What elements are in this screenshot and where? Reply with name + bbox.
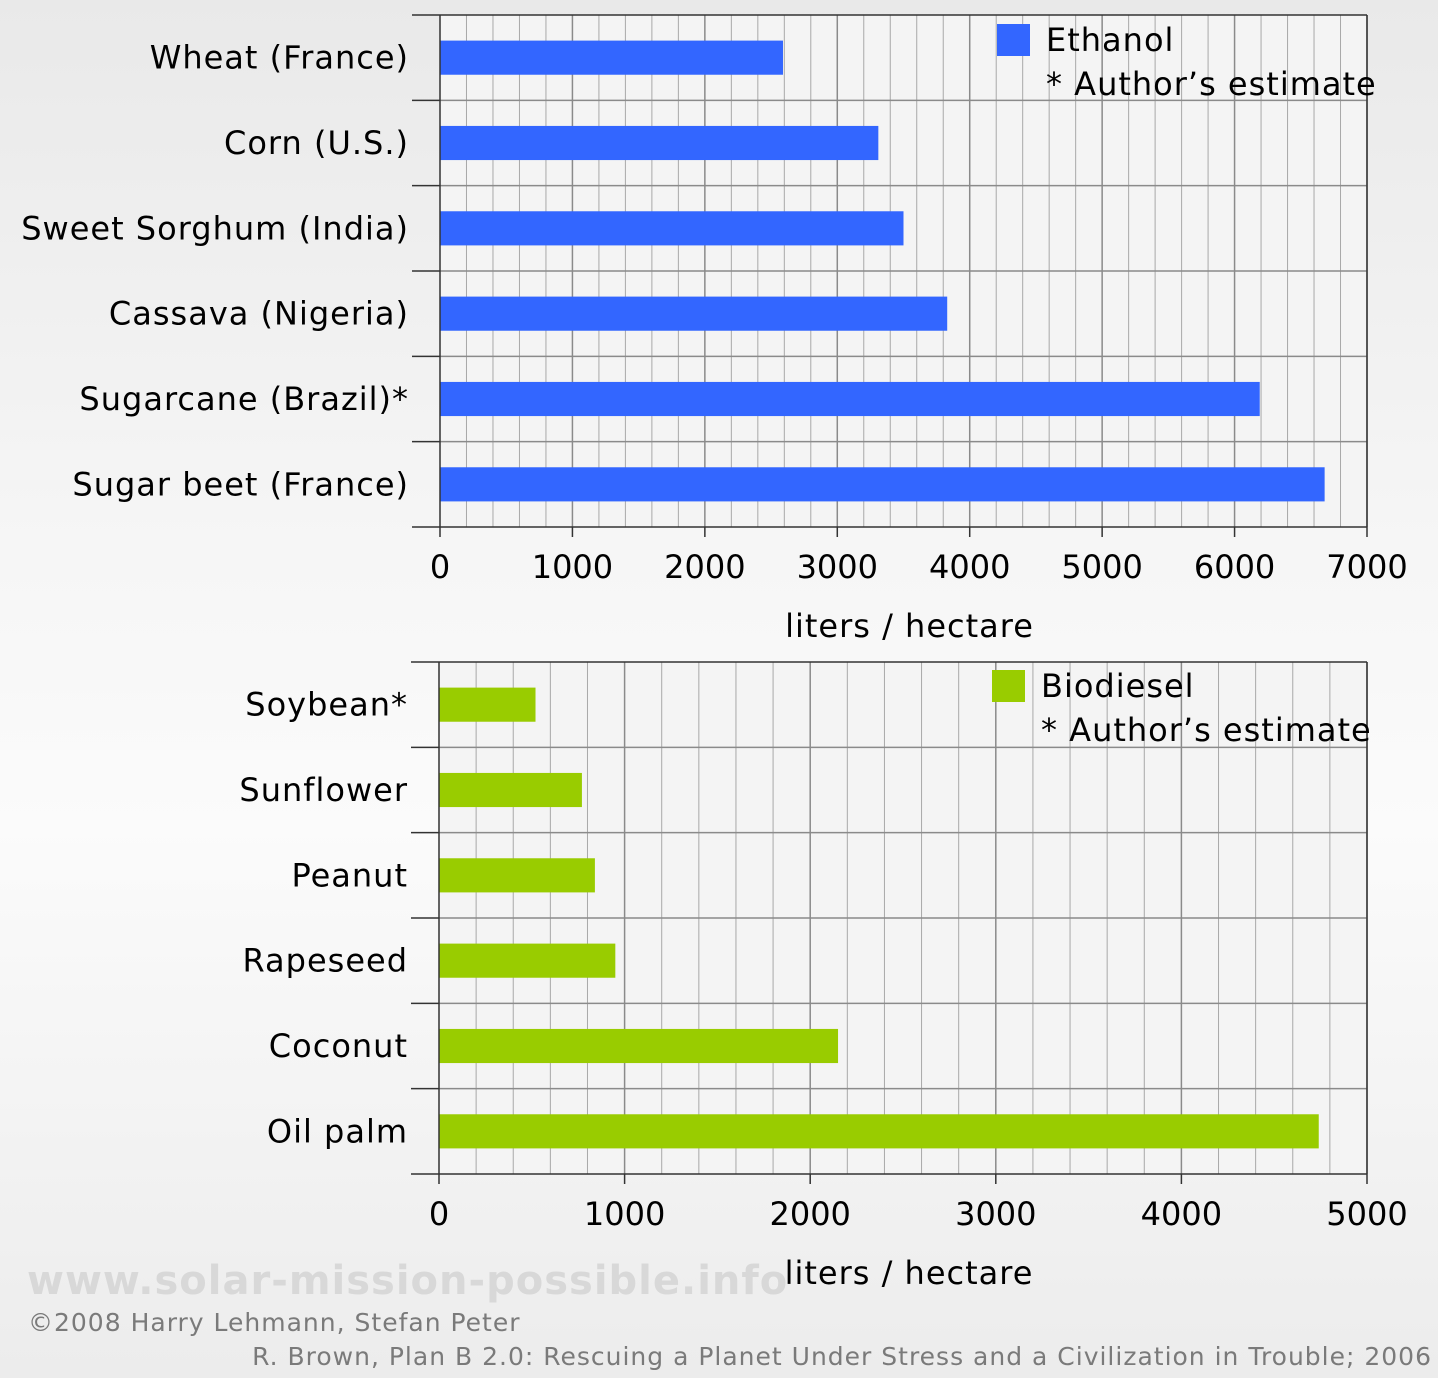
x-tick-label: 1000 <box>532 548 613 586</box>
bar-rapeseed <box>439 943 616 978</box>
bar-peanut <box>439 858 595 893</box>
x-axis-title: liters / hectare <box>785 1254 1034 1292</box>
bar-oil-palm <box>439 1114 1319 1149</box>
x-tick-label: 0 <box>429 1195 449 1233</box>
x-tick-label: 3000 <box>955 1195 1036 1233</box>
x-tick-label: 0 <box>430 548 450 586</box>
category-label: Corn (U.S.) <box>224 124 409 162</box>
bar-sunflower <box>439 772 582 808</box>
bar-coconut <box>439 1028 839 1064</box>
x-tick-label: 4000 <box>929 548 1010 586</box>
category-label: Coconut <box>269 1027 408 1065</box>
category-label: Sugar beet (France) <box>72 465 409 503</box>
x-axis-title: liters / hectare <box>785 607 1034 645</box>
bar-wheat-france <box>440 40 783 75</box>
legend-series-name: Ethanol <box>1046 21 1174 59</box>
legend-series-name: Biodiesel <box>1041 667 1195 705</box>
legend-swatch <box>997 24 1030 56</box>
bar-cassava-nigeria <box>440 296 948 331</box>
category-label: Sunflower <box>239 771 408 809</box>
category-label: Peanut <box>291 856 408 894</box>
x-tick-label: 2000 <box>664 548 745 586</box>
category-label: Sweet Sorghum (India) <box>21 209 409 247</box>
bar-sugar-beet-france <box>440 467 1325 502</box>
bar-corn-u-s <box>440 125 879 161</box>
bar-sweet-sorghum-india <box>440 211 904 246</box>
x-tick-label: 3000 <box>797 548 878 586</box>
x-tick-label: 2000 <box>769 1195 850 1233</box>
x-tick-label: 5000 <box>1061 548 1142 586</box>
bar-sugarcane-brazil <box>440 381 1260 417</box>
x-tick-label: 1000 <box>584 1195 665 1233</box>
category-label: Oil palm <box>267 1112 408 1150</box>
biodiesel-chart: Soybean* Sunflower Peanut Rapeseed Coconut Oi… <box>239 661 1408 1292</box>
x-tick-label: 5000 <box>1326 1195 1407 1233</box>
ethanol-chart: Wheat (France) Corn (U.S.) Sweet Sorghum (… <box>21 14 1408 645</box>
x-tick-label: 4000 <box>1141 1195 1222 1233</box>
category-label: Sugarcane (Brazil)* <box>79 380 409 418</box>
legend-note: * Author’s estimate <box>1041 711 1372 749</box>
legend-swatch <box>992 670 1025 702</box>
category-label: Rapeseed <box>243 942 409 980</box>
bar-soybean <box>439 687 536 722</box>
x-tick-label: 6000 <box>1194 548 1275 586</box>
category-label: Cassava (Nigeria) <box>109 295 409 333</box>
legend-note: * Author’s estimate <box>1046 65 1377 103</box>
category-label: Wheat (France) <box>150 39 409 77</box>
x-tick-label: 7000 <box>1326 548 1407 586</box>
category-label: Soybean* <box>245 686 408 724</box>
